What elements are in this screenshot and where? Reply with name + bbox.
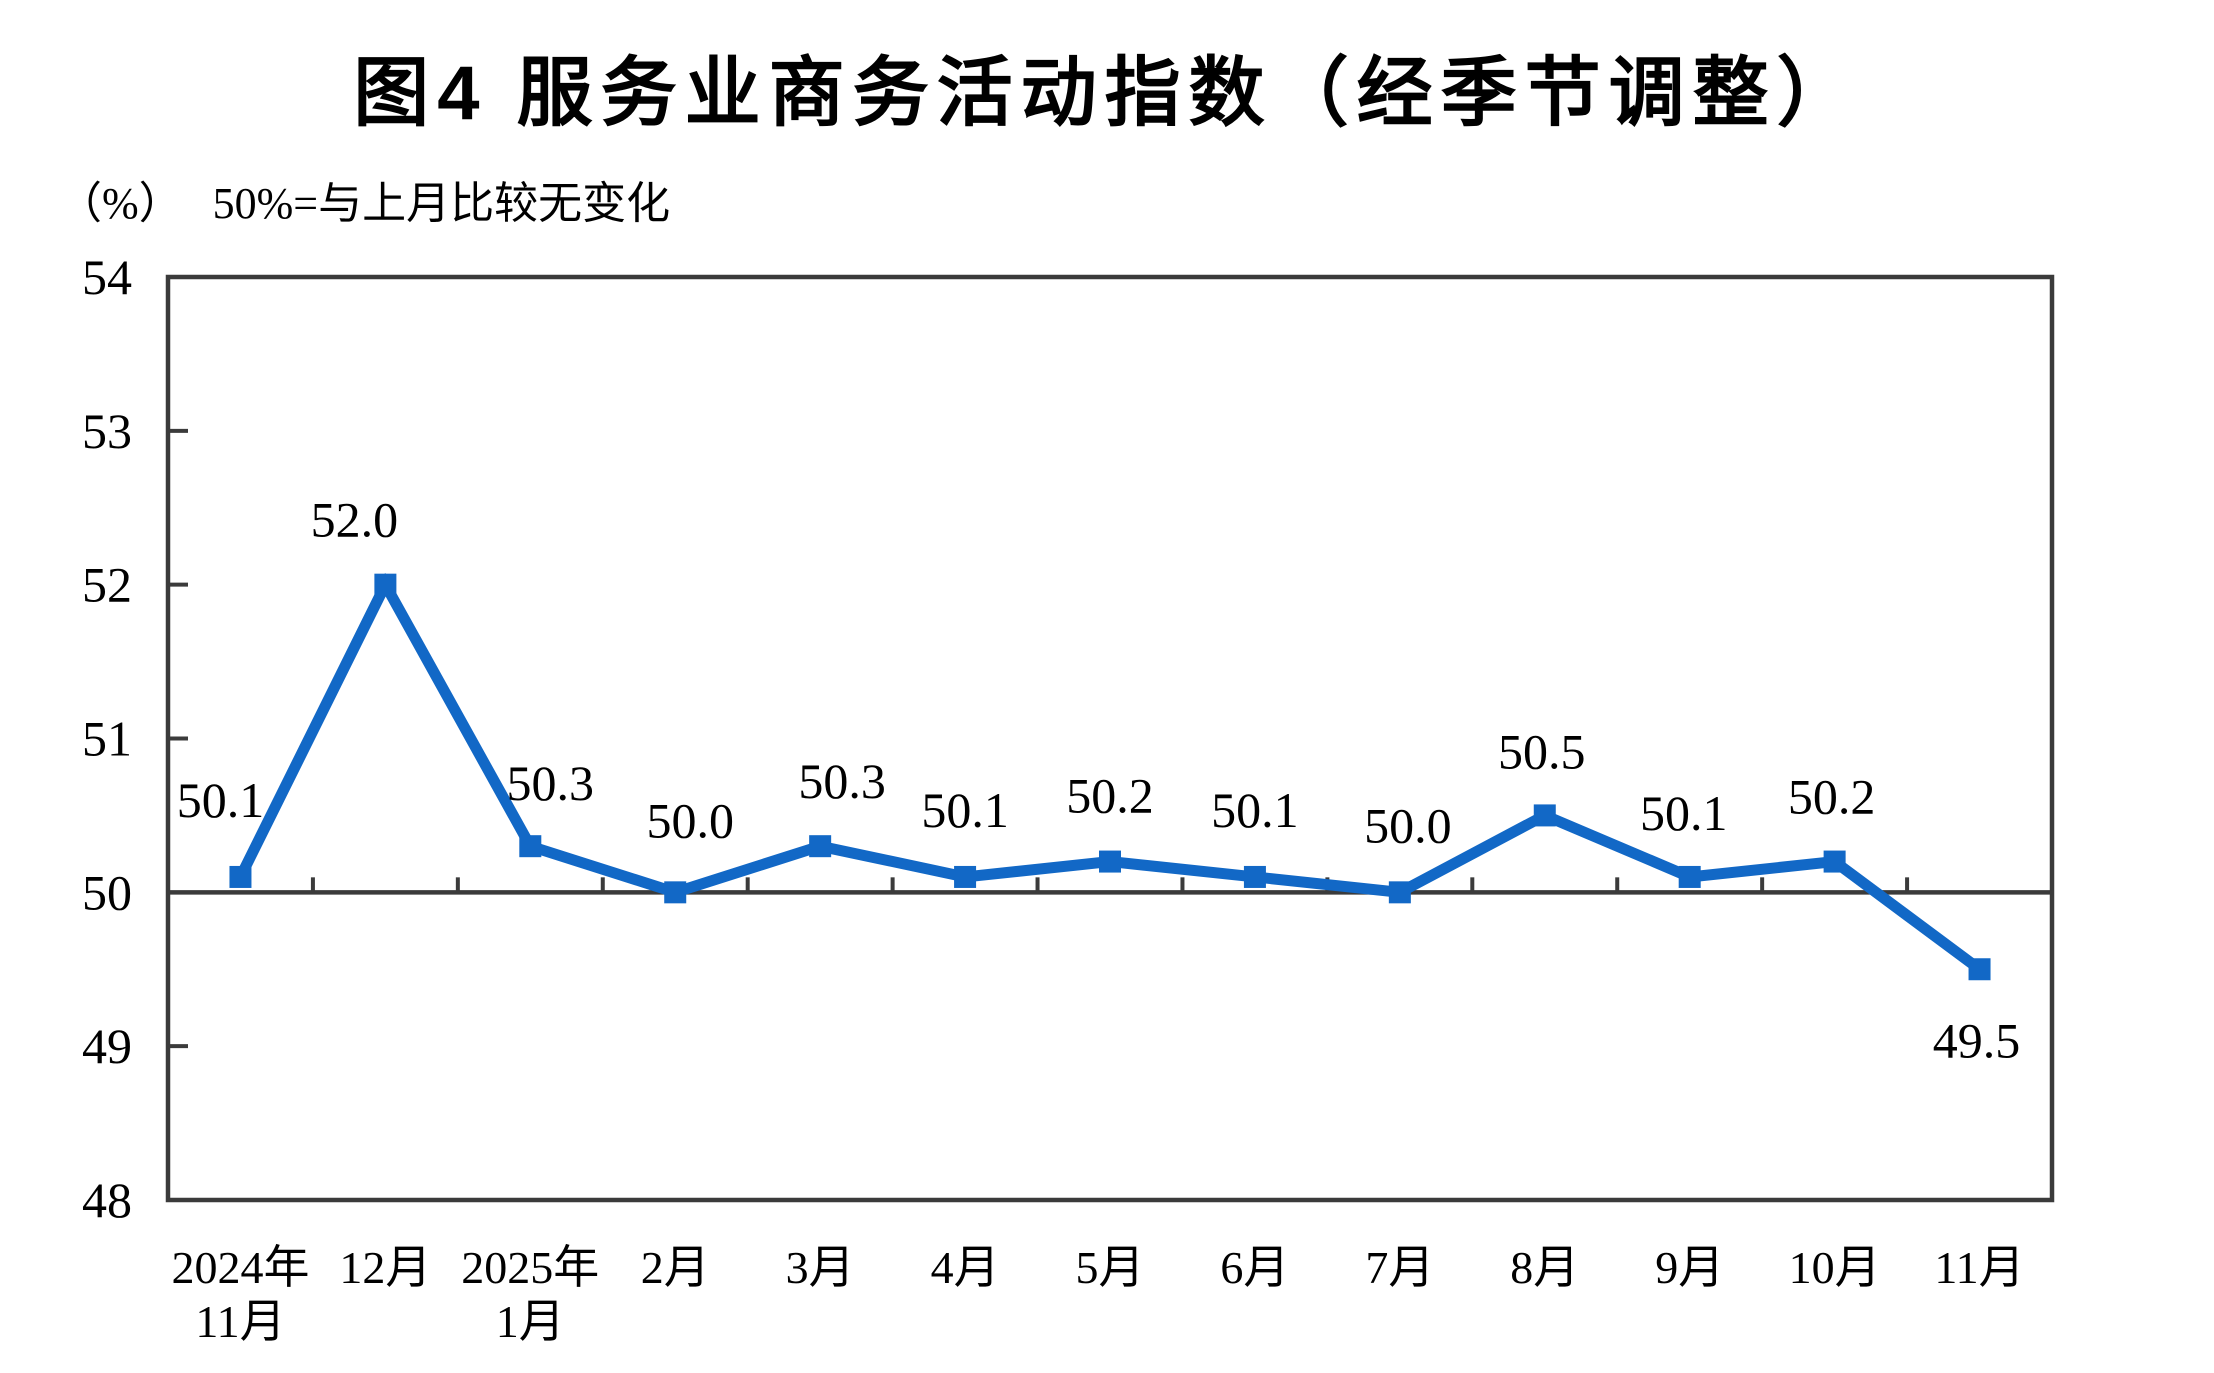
data-point-marker [1968, 958, 1991, 981]
chart-subtitle: （%） 50%=与上月比较无变化 [58, 180, 670, 228]
data-label: 50.1 [1640, 785, 1728, 841]
x-axis-label: 12月 [339, 1242, 431, 1293]
y-axis-label: 49 [82, 1018, 132, 1074]
data-point-marker [954, 865, 977, 888]
data-point-marker [519, 835, 542, 858]
data-point-marker [664, 881, 687, 904]
data-point-marker [374, 573, 397, 596]
x-axis-label: 7月 [1365, 1242, 1434, 1293]
data-point-marker [1533, 804, 1556, 827]
data-label: 50.1 [1211, 782, 1299, 838]
x-axis-label: 11月 [1934, 1242, 2024, 1293]
x-axis-label: 6月 [1220, 1242, 1289, 1293]
x-axis-label: 3月 [786, 1242, 855, 1293]
data-label: 50.3 [507, 755, 595, 811]
y-axis-unit-label: （%） [58, 179, 183, 228]
plot-border [165, 274, 2055, 1203]
data-label: 50.3 [798, 753, 886, 809]
data-point-marker [809, 835, 832, 858]
data-point-marker [1243, 865, 1266, 888]
chart-title: 图4 服务业商务活动指数（经季节调整） [353, 51, 1861, 136]
x-axis-label: 10月 [1789, 1242, 1881, 1293]
data-label: 50.0 [1364, 797, 1452, 853]
y-axis-label: 52 [82, 557, 132, 613]
data-label: 50.2 [1066, 768, 1154, 824]
data-label: 50.2 [1788, 769, 1876, 825]
x-axis-label: 5月 [1076, 1242, 1145, 1293]
data-label: 50.0 [646, 792, 734, 848]
y-axis-label: 54 [82, 249, 132, 305]
reference-line-note: 50%=与上月比较无变化 [212, 179, 671, 228]
data-label: 50.1 [177, 772, 265, 828]
data-label: 50.1 [921, 782, 1009, 838]
data-point-marker [1823, 850, 1846, 873]
data-label: 52.0 [311, 492, 399, 548]
x-axis-label: 8月 [1510, 1242, 1579, 1293]
x-axis-label: 2024年 11月 [171, 1242, 309, 1347]
data-point-marker [1678, 865, 1701, 888]
x-axis-label: 2025年 1月 [461, 1242, 599, 1347]
y-axis-label: 48 [82, 1172, 132, 1228]
x-axis-label: 9月 [1655, 1242, 1724, 1293]
y-axis-label: 50 [82, 864, 132, 920]
data-point-marker [1388, 881, 1411, 904]
data-label: 50.5 [1498, 723, 1586, 779]
data-point-marker [229, 865, 252, 888]
y-axis-label: 53 [82, 403, 132, 459]
y-axis-label: 51 [82, 711, 132, 767]
data-label: 49.5 [1933, 1012, 2021, 1068]
x-axis-label: 2月 [641, 1242, 710, 1293]
data-point-marker [1099, 850, 1121, 873]
x-axis-label: 4月 [931, 1242, 1000, 1293]
